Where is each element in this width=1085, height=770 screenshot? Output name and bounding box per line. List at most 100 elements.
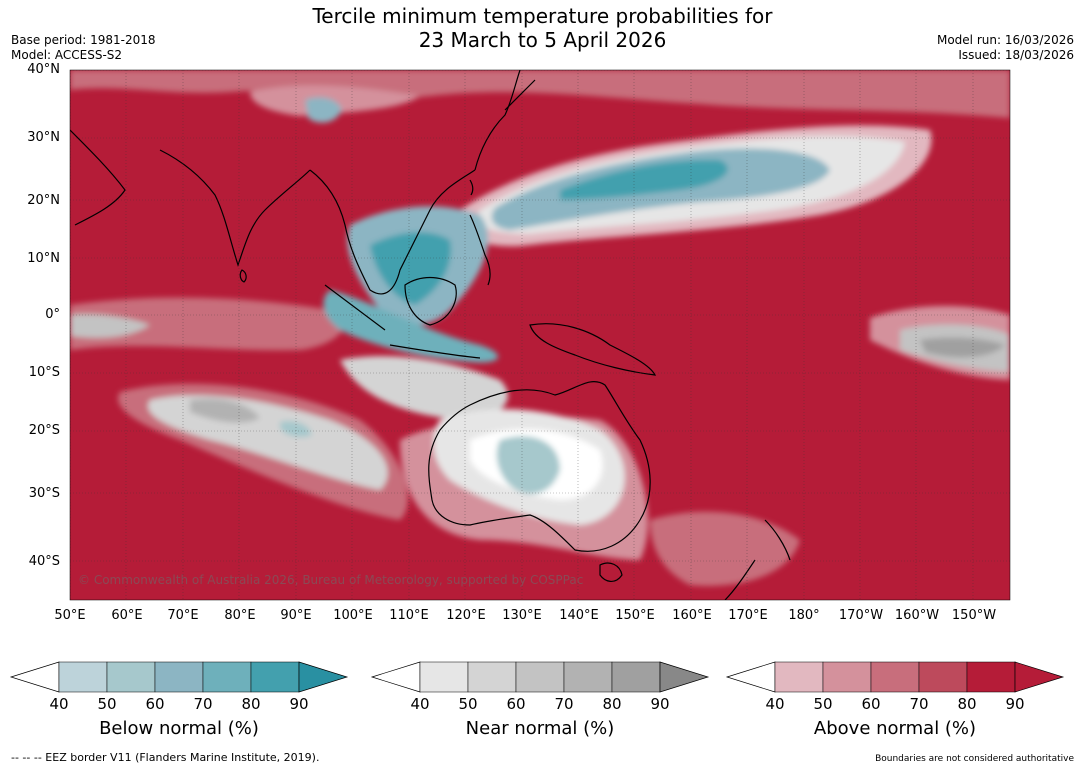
colorbar-segment: [515, 661, 565, 693]
lon-label-170w: 170°W: [838, 608, 884, 623]
above-tick-50: 50: [813, 695, 833, 713]
title-line-1: Tercile minimum temperature probabilitie…: [312, 4, 773, 28]
above-legend-label: Above normal (%): [813, 718, 977, 739]
above-tick-70: 70: [909, 695, 929, 713]
above-zone-light-north: [250, 85, 420, 116]
coastline-new-guinea: [529, 323, 657, 376]
near-tick-90: 90: [650, 695, 670, 713]
copyright-note: © Commonwealth of Australia 2026, Bureau…: [78, 573, 584, 587]
colorbar-segment: [870, 661, 920, 693]
lat-label-10n: 10°N: [27, 251, 60, 266]
above-tick-90: 90: [1005, 695, 1025, 713]
near-tick-40: 40: [410, 695, 430, 713]
colorbar-segment: [918, 661, 968, 693]
coastline-philippines: [469, 214, 491, 286]
meta-left: Base period: 1981-2018 Model: ACCESS-S2: [11, 33, 156, 63]
lon-label-120e: 120°E: [446, 608, 486, 623]
colorbar-segment: [822, 661, 872, 693]
below-tick-80: 80: [241, 695, 261, 713]
above-zone-equatorial-west: [70, 297, 345, 351]
colorbar-segment: [611, 661, 661, 693]
colorbar-extend-high: [1014, 661, 1065, 693]
above-tick-60: 60: [861, 695, 881, 713]
near-band-south-indian: [148, 395, 388, 490]
colorbar-above: [725, 661, 1065, 693]
coastline-java: [389, 344, 481, 359]
colorbar-segment: [467, 661, 517, 693]
lat-label-40n: 40°N: [27, 62, 60, 77]
colorbar-segment: [106, 661, 156, 693]
lon-label-110e: 110°E: [389, 608, 429, 623]
coastlines: [70, 70, 791, 600]
colorbar-segment: [774, 661, 824, 693]
lat-label-30n: 30°N: [27, 130, 60, 145]
coastline-taiwan: [469, 179, 474, 196]
coastline-australia: [428, 381, 651, 552]
eez-note: -- -- -- EEZ border V11 (Flanders Marine…: [11, 751, 320, 764]
title-line-2: 23 March to 5 April 2026: [418, 28, 667, 52]
below-zone-south-indian: [280, 420, 312, 438]
lon-label-150e: 150°E: [615, 608, 655, 623]
above-tick-80: 80: [957, 695, 977, 713]
below-tick-60: 60: [145, 695, 165, 713]
colorbar-segment: [250, 661, 300, 693]
boundaries-disclaimer: Boundaries are not considered authoritat…: [875, 754, 1074, 764]
lat-label-20s: 20°S: [28, 423, 60, 438]
colorbar-segment: [202, 661, 252, 693]
coastline-arabia: [70, 129, 126, 226]
coastline-tasmania: [599, 562, 623, 582]
near-zone-indian-west: [70, 314, 150, 338]
below-tick-40: 40: [49, 695, 69, 713]
issued-date: Issued: 18/03/2026: [958, 48, 1074, 62]
coastline-sri-lanka: [239, 269, 247, 283]
lon-label-180: 180°: [788, 608, 820, 623]
meta-right: Model run: 16/03/2026 Issued: 18/03/2026: [937, 33, 1074, 63]
lon-label-50e: 50°E: [54, 608, 86, 623]
colorbar-segment: [966, 661, 1016, 693]
lat-label-10s: 10°S: [28, 365, 60, 380]
lon-label-160e: 160°E: [672, 608, 712, 623]
map-field: [70, 70, 1010, 600]
map-frame: [69, 69, 1011, 601]
coastline-japan: [504, 79, 536, 111]
above-zone-tasman: [650, 511, 800, 586]
colorbar-segment: [58, 661, 108, 693]
coastline-india: [159, 149, 311, 267]
lon-label-90e: 90°E: [280, 608, 312, 623]
model-run: Model run: 16/03/2026: [936, 33, 1074, 47]
lon-label-170e: 170°E: [728, 608, 768, 623]
coastline-southeast-asia: [309, 169, 476, 295]
colorbar-segment: [419, 661, 469, 693]
lat-label-equator: 0°: [45, 307, 60, 322]
coastline-china: [474, 70, 521, 171]
lon-label-100e: 100°E: [333, 608, 373, 623]
lon-label-150w: 150°W: [951, 608, 997, 623]
lat-label-40s: 40°S: [28, 554, 60, 569]
colorbar-extend-high: [298, 661, 349, 693]
colorbar-segment: [154, 661, 204, 693]
colorbar-extend-low: [370, 661, 421, 693]
colorbar-below: [9, 661, 349, 693]
below-zone-tibet: [305, 97, 342, 123]
below-tick-90: 90: [289, 695, 309, 713]
near-tick-60: 60: [506, 695, 526, 713]
colorbar-segment: [563, 661, 613, 693]
below-zone-australia-north: [496, 436, 560, 494]
near-tick-50: 50: [458, 695, 478, 713]
near-tick-70: 70: [554, 695, 574, 713]
probability-contours: [70, 70, 1010, 586]
lon-label-160w: 160°W: [894, 608, 940, 623]
colorbar-extend-high: [659, 661, 710, 693]
lat-label-20n: 20°N: [27, 193, 60, 208]
below-tick-70: 70: [193, 695, 213, 713]
lon-label-80e: 80°E: [224, 608, 256, 623]
below-legend-label: Below normal (%): [99, 718, 259, 739]
lon-label-60e: 60°E: [111, 608, 143, 623]
coastline-sumatra: [324, 284, 386, 331]
near-zone-pacific-dark: [920, 337, 1005, 358]
coastline-borneo: [404, 276, 457, 326]
lon-label-140e: 140°E: [559, 608, 599, 623]
colorbar-extend-low: [725, 661, 776, 693]
below-tick-50: 50: [97, 695, 117, 713]
